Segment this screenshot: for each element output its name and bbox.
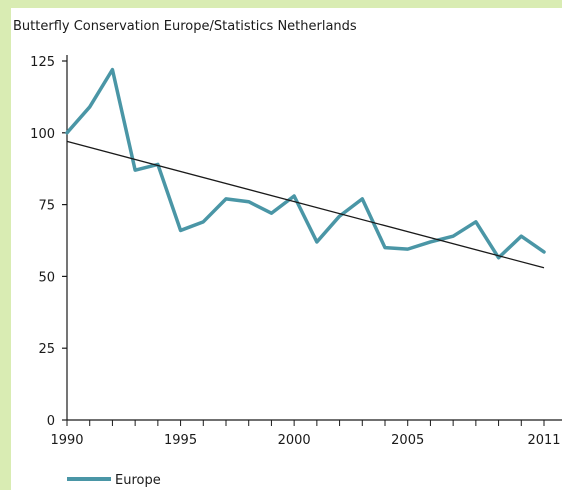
y-tick-label: 25 — [38, 342, 55, 357]
y-tick-label: 75 — [38, 199, 55, 214]
x-tick-label: 1990 — [50, 433, 83, 448]
axes — [66, 55, 562, 421]
trend-line — [66, 140, 545, 269]
series-line-europe — [65, 67, 546, 260]
x-tick-label: 2000 — [278, 433, 311, 448]
y-tick-label: 125 — [30, 55, 55, 70]
x-tick-label: 1995 — [164, 433, 197, 448]
y-tick-label: 0 — [47, 414, 55, 429]
y-tick-label: 100 — [30, 127, 55, 142]
legend-label-europe: Europe — [115, 473, 161, 488]
x-tick-label: 2005 — [391, 433, 424, 448]
line-chart: Butterfly Conservation Europe/Statistics… — [13, 19, 562, 488]
plot-area — [65, 67, 546, 269]
x-axis-ticks: 1990 1995 2000 2005 2011 — [50, 420, 561, 448]
y-tick-label: 50 — [38, 270, 55, 285]
x-tick-label: 2011 — [527, 433, 560, 448]
chart-title: Butterfly Conservation Europe/Statistics… — [13, 19, 357, 34]
y-axis-ticks: 0 25 50 75 100 125 — [30, 55, 67, 429]
chart-panel: Butterfly Conservation Europe/Statistics… — [11, 8, 562, 490]
legend: Europe — [67, 473, 161, 488]
